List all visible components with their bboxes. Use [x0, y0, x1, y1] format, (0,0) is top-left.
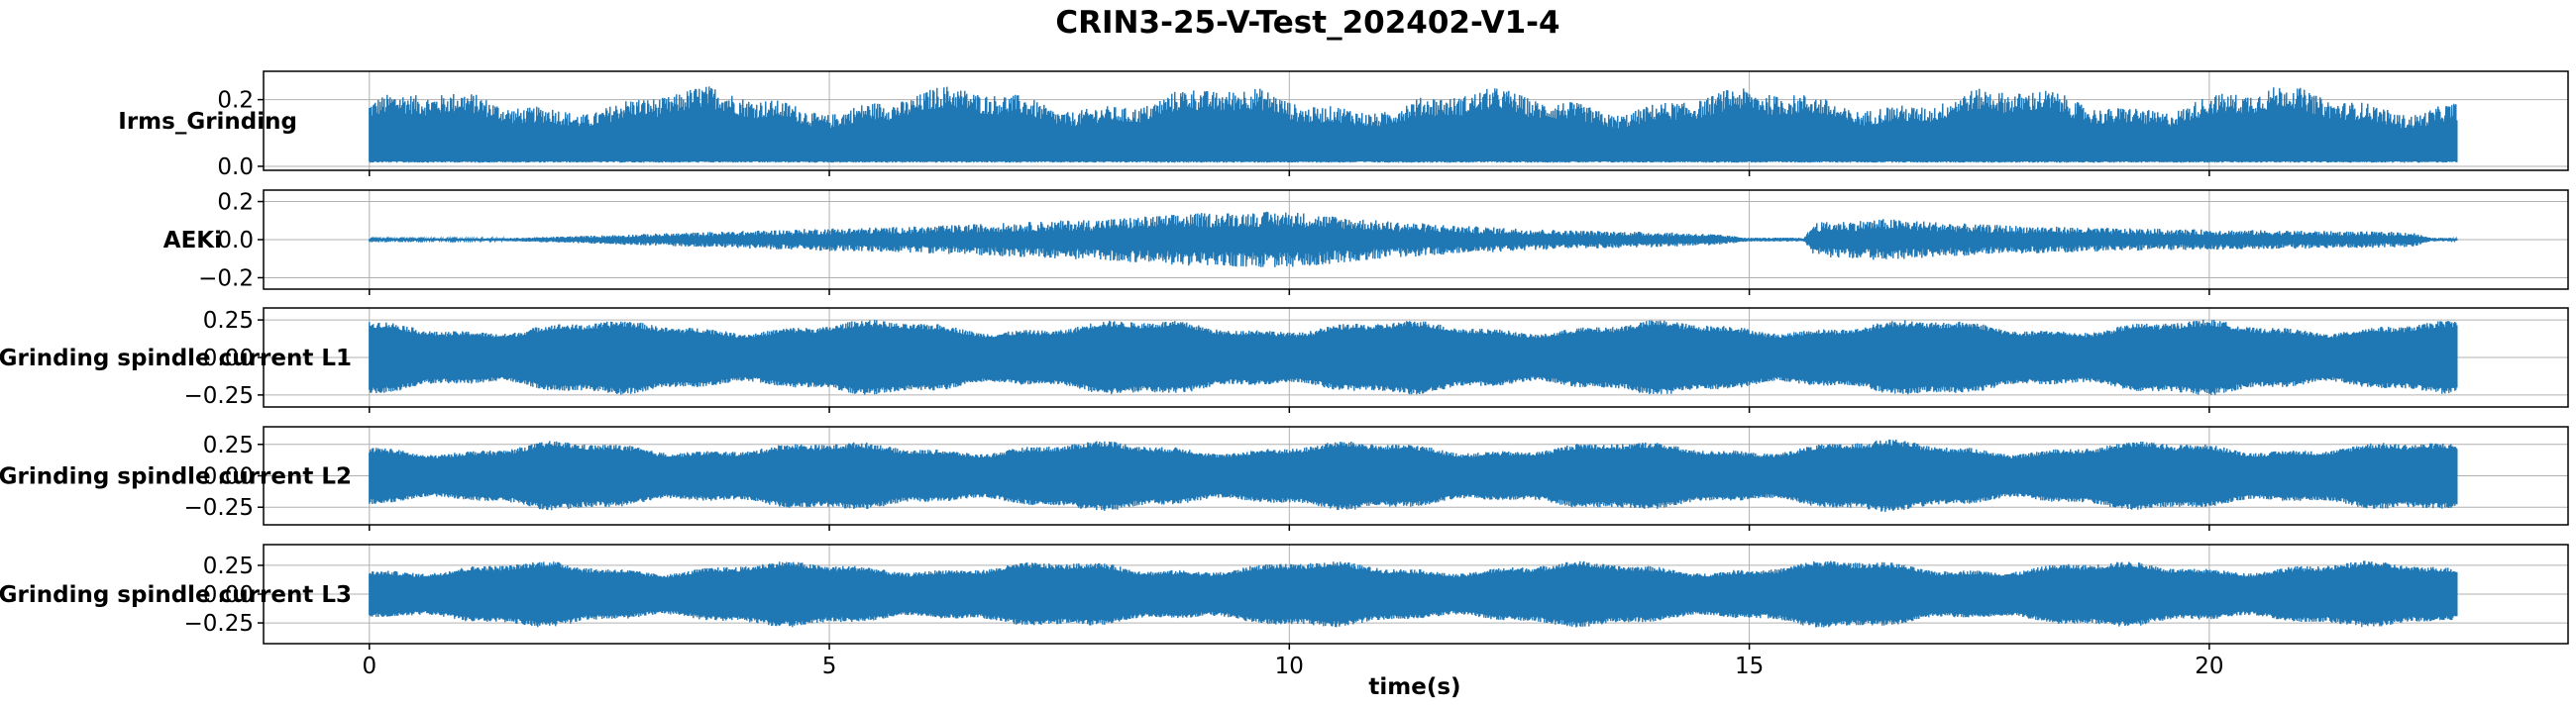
panel-3: −0.25 0.00 0.25 Grinding spindle current L1 — [0, 307, 2569, 413]
x-tick-label: 20 — [2195, 654, 2223, 679]
series-1-line — [369, 86, 2458, 163]
y-tick-label: 0.25 — [203, 433, 254, 458]
y-tick-label: 0.00 — [203, 464, 254, 490]
panel-4: −0.25 0.00 0.25 Grinding spindle current L2 — [0, 426, 2569, 531]
series-2-line — [369, 211, 2458, 267]
series-3-line — [369, 319, 2458, 395]
series-5-line — [369, 560, 2458, 628]
y-tick-label: 0.00 — [203, 582, 254, 608]
panels: 0.00.2Irms_Grinding−0.20.00.2AEKi−0.250.… — [0, 70, 2569, 679]
series-4-line — [369, 439, 2458, 513]
y-axis-label: Grinding spindle current L2 — [0, 464, 352, 490]
panel-2: −0.2 0.0 0.2 AEKi — [163, 189, 2569, 295]
y-tick-label: 0.25 — [203, 308, 254, 334]
panel-5: −0.25 0.00 0.25 0 5 10 15 20 Grinding spindle cu… — [0, 544, 2569, 679]
y-tick-label: −0.25 — [184, 495, 254, 521]
y-tick-label: 0.0 — [217, 228, 254, 253]
chart-title: CRIN3-25-V-Test_202402-V1-4 — [1055, 5, 1559, 41]
y-axis-label: Irms_Grinding — [118, 109, 297, 135]
x-tick-label: 0 — [362, 654, 376, 679]
x-tick-label: 15 — [1735, 654, 1764, 679]
y-axis-label: Grinding spindle current L3 — [0, 582, 352, 608]
y-axis-label: Grinding spindle current L1 — [0, 346, 352, 371]
y-tick-label: 0.25 — [203, 554, 254, 579]
y-tick-label: 0.2 — [217, 190, 254, 216]
x-tick-label: 5 — [822, 654, 837, 679]
y-axis-label: AEKi — [163, 228, 222, 253]
y-tick-label: 0.0 — [217, 154, 254, 180]
axes-frame — [263, 70, 2569, 171]
y-tick-label: −0.25 — [184, 383, 254, 409]
y-tick-label: 0.2 — [217, 88, 254, 114]
y-tick-label: −0.2 — [198, 265, 254, 291]
y-tick-label: −0.25 — [184, 611, 254, 637]
x-axis-label: time(s) — [1368, 674, 1460, 700]
x-tick-label: 10 — [1275, 654, 1304, 679]
y-tick-label: 0.00 — [203, 346, 254, 371]
